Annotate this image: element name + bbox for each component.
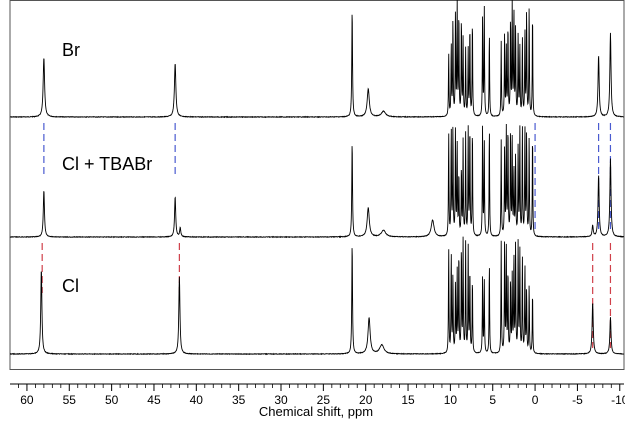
x-tick-label: -10: [611, 393, 625, 407]
x-tick-label: 35: [232, 393, 246, 407]
x-tick-label: 55: [63, 393, 77, 407]
x-tick-label: 60: [20, 393, 34, 407]
x-tick-label: 5: [489, 393, 496, 407]
x-tick-label: 30: [274, 393, 288, 407]
spectra-traces: [9, 0, 625, 356]
plot-frame: [9, 0, 625, 370]
x-tick-label: 0: [532, 393, 539, 407]
trace-label-cl-tbabr: Cl + TBABr: [62, 154, 152, 174]
x-tick-label: 50: [105, 393, 119, 407]
x-tick-label: 15: [401, 393, 415, 407]
series-trace-cl: [9, 236, 625, 356]
x-tick-label: 40: [190, 393, 204, 407]
x-axis-title: Chemical shift, ppm: [259, 404, 373, 419]
x-tick-label: 20: [359, 393, 373, 407]
series-trace-br: [9, 0, 624, 119]
x-tick-label: 45: [147, 393, 161, 407]
trace-label-br: Br: [62, 40, 80, 60]
x-tick-label: 25: [317, 393, 331, 407]
series-trace-cl-tbabr: [9, 123, 624, 239]
guide-lines: [41, 123, 612, 348]
x-tick-label: -5: [572, 393, 583, 407]
x-tick-label: 10: [444, 393, 458, 407]
trace-label-cl: Cl: [62, 276, 79, 296]
